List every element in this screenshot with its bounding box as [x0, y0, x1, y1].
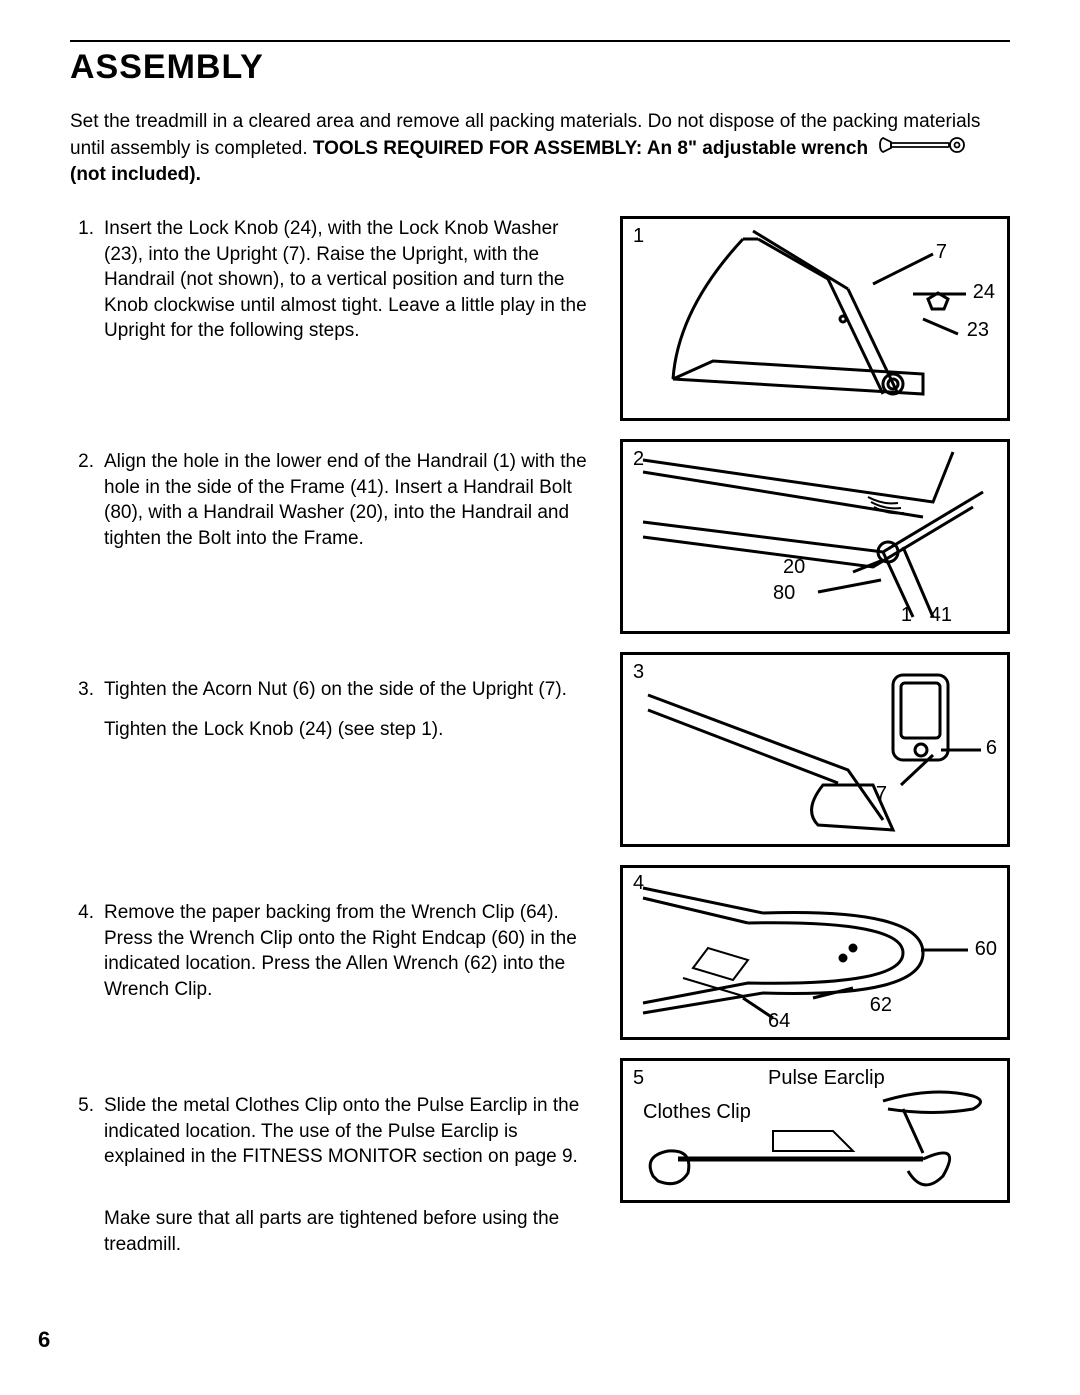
- step-number: 1: [70, 216, 94, 431]
- intro-bold-2: (not included).: [70, 164, 201, 185]
- step-number: 5: [70, 1093, 94, 1188]
- fig5-label-pe: Pulse Earclip: [768, 1067, 885, 1090]
- figure-3: 3 6 7: [620, 652, 1010, 847]
- fig5-index: 5: [633, 1067, 644, 1090]
- manual-page: ASSEMBLY Set the treadmill in a cleared …: [0, 0, 1080, 1395]
- top-rule: [70, 40, 1010, 42]
- fig1-index: 1: [633, 225, 644, 248]
- step-body: Tighten the Acorn Nut (6) on the side of…: [104, 677, 596, 882]
- fig3-label-6: 6: [986, 737, 997, 760]
- fig2-label-1: 1: [901, 604, 912, 627]
- figure-2: 2 20 80 1 41: [620, 439, 1010, 634]
- fig2-label-41: 41: [930, 604, 952, 627]
- fig2-label-20: 20: [783, 556, 805, 579]
- figures-column: 1 7 24 23: [620, 216, 1010, 1257]
- closing-note: Make sure that all parts are tightened b…: [70, 1206, 596, 1257]
- fig4-label-60: 60: [975, 938, 997, 961]
- step-2: 2 Align the hole in the lower end of the…: [70, 449, 596, 659]
- step-3: 3 Tighten the Acorn Nut (6) on the side …: [70, 677, 596, 882]
- wrench-icon: [877, 135, 969, 163]
- step-number: 2: [70, 449, 94, 659]
- step-5: 5 Slide the metal Clothes Clip onto the …: [70, 1093, 596, 1188]
- step-body: Align the hole in the lower end of the H…: [104, 449, 596, 659]
- step-number: 4: [70, 900, 94, 1075]
- figure-5: 5 Pulse Earclip Clothes Clip: [620, 1058, 1010, 1203]
- fig5-label-cc: Clothes Clip: [643, 1101, 751, 1124]
- step-4: 4 Remove the paper backing from the Wren…: [70, 900, 596, 1075]
- fig4-label-64: 64: [768, 1010, 790, 1033]
- content-columns: 1 Insert the Lock Knob (24), with the Lo…: [70, 216, 1010, 1257]
- fig1-label-24: 24: [973, 281, 995, 304]
- step-3a: Tighten the Acorn Nut (6) on the side of…: [104, 677, 596, 703]
- step-number: 3: [70, 677, 94, 882]
- fig4-label-62: 62: [870, 994, 892, 1017]
- step-body: Insert the Lock Knob (24), with the Lock…: [104, 216, 596, 431]
- fig1-label-7: 7: [936, 241, 947, 264]
- fig2-index: 2: [633, 448, 644, 471]
- figure-4: 4 60 62 64: [620, 865, 1010, 1040]
- step-1: 1 Insert the Lock Knob (24), with the Lo…: [70, 216, 596, 431]
- fig4-index: 4: [633, 872, 644, 895]
- closing-text: Make sure that all parts are tightened b…: [104, 1206, 596, 1257]
- fig3-index: 3: [633, 661, 644, 684]
- intro-bold-1: TOOLS REQUIRED FOR ASSEMBLY: An 8" adjus…: [313, 137, 873, 158]
- intro-paragraph: Set the treadmill in a cleared area and …: [70, 109, 1010, 188]
- figure-1: 1 7 24 23: [620, 216, 1010, 421]
- page-number: 6: [38, 1327, 50, 1353]
- step-body: Remove the paper backing from the Wrench…: [104, 900, 596, 1075]
- fig3-label-7: 7: [876, 783, 887, 806]
- page-title: ASSEMBLY: [70, 48, 1010, 87]
- step-3b: Tighten the Lock Knob (24) (see step 1).: [104, 717, 596, 743]
- fig2-label-80: 80: [773, 582, 795, 605]
- step-body: Slide the metal Clothes Clip onto the Pu…: [104, 1093, 596, 1188]
- fig1-label-23: 23: [967, 319, 989, 342]
- steps-column: 1 Insert the Lock Knob (24), with the Lo…: [70, 216, 596, 1257]
